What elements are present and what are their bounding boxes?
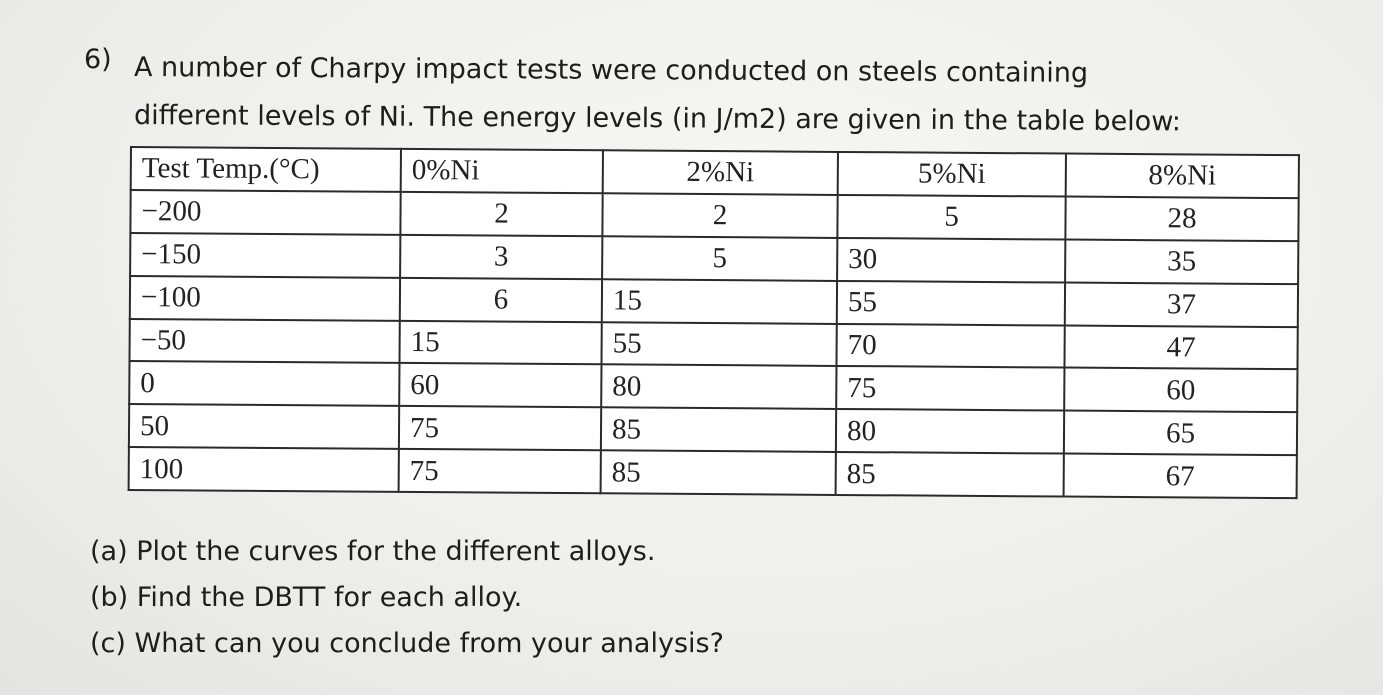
table-cell: −50 [129,318,400,364]
question-text-line-1: A number of Charpy impact tests were con… [133,52,1089,89]
table-cell: 5 [837,194,1066,240]
part-a: (a) Plot the curves for the different al… [90,536,656,567]
table-cell: 50 [128,404,400,450]
table-cell: 85 [835,452,1064,497]
table-cell: 100 [128,447,399,492]
table-cell: 60 [399,363,602,408]
part-c: (c) What can you conclude from your anal… [90,628,724,659]
table-cell: 47 [1064,325,1298,370]
table-cell: 55 [601,321,837,367]
header-2-ni: 2%Ni [602,150,838,195]
header-8-ni: 8%Ni [1065,153,1299,199]
table-cell: 65 [1063,410,1298,456]
table-row: 100 75 85 85 67 [128,447,1297,499]
table-cell: 75 [398,449,601,494]
table-cell: 85 [600,407,837,453]
table-cell: 37 [1064,282,1299,327]
table-cell: 15 [399,320,602,365]
table-cell: −200 [130,189,401,235]
question-text-line-2: different levels of Ni. The energy level… [133,100,1182,138]
header-0-ni: 0%Ni [400,148,603,194]
table-cell: 2 [400,191,603,237]
table-cell: 0 [129,361,400,407]
charpy-data-table-container: Test Temp.(°C) 0%Ni 2%Ni 5%Ni 8%Ni −200 … [127,146,1300,500]
table-cell: 30 [837,237,1066,283]
table-cell: 80 [601,364,837,410]
table-cell: 55 [836,280,1066,326]
table-cell: 75 [398,406,602,451]
table-cell: 2 [602,193,838,238]
table-cell: 6 [399,277,603,322]
question-number: 6) [84,44,112,75]
table-cell: 67 [1063,453,1297,499]
table-cell: 60 [1064,367,1298,413]
table-cell: 85 [600,450,836,495]
table-cell: 80 [835,409,1065,454]
table-cell: −150 [130,232,401,278]
question-parts: (a) Plot the curves for the different al… [90,532,724,670]
table-cell: −100 [129,275,401,321]
table-cell: 15 [601,278,838,324]
header-5-ni: 5%Ni [837,151,1066,197]
table-cell: 3 [400,234,603,279]
charpy-data-table: Test Temp.(°C) 0%Ni 2%Ni 5%Ni 8%Ni −200 … [127,146,1300,500]
part-b: (b) Find the DBTT for each alloy. [90,582,523,613]
header-test-temp: Test Temp.(°C) [130,147,401,192]
table-cell: 75 [836,366,1065,411]
table-cell: 35 [1065,239,1299,284]
table-cell: 28 [1065,196,1299,241]
table-cell: 70 [836,323,1065,368]
table-cell: 5 [602,236,838,281]
